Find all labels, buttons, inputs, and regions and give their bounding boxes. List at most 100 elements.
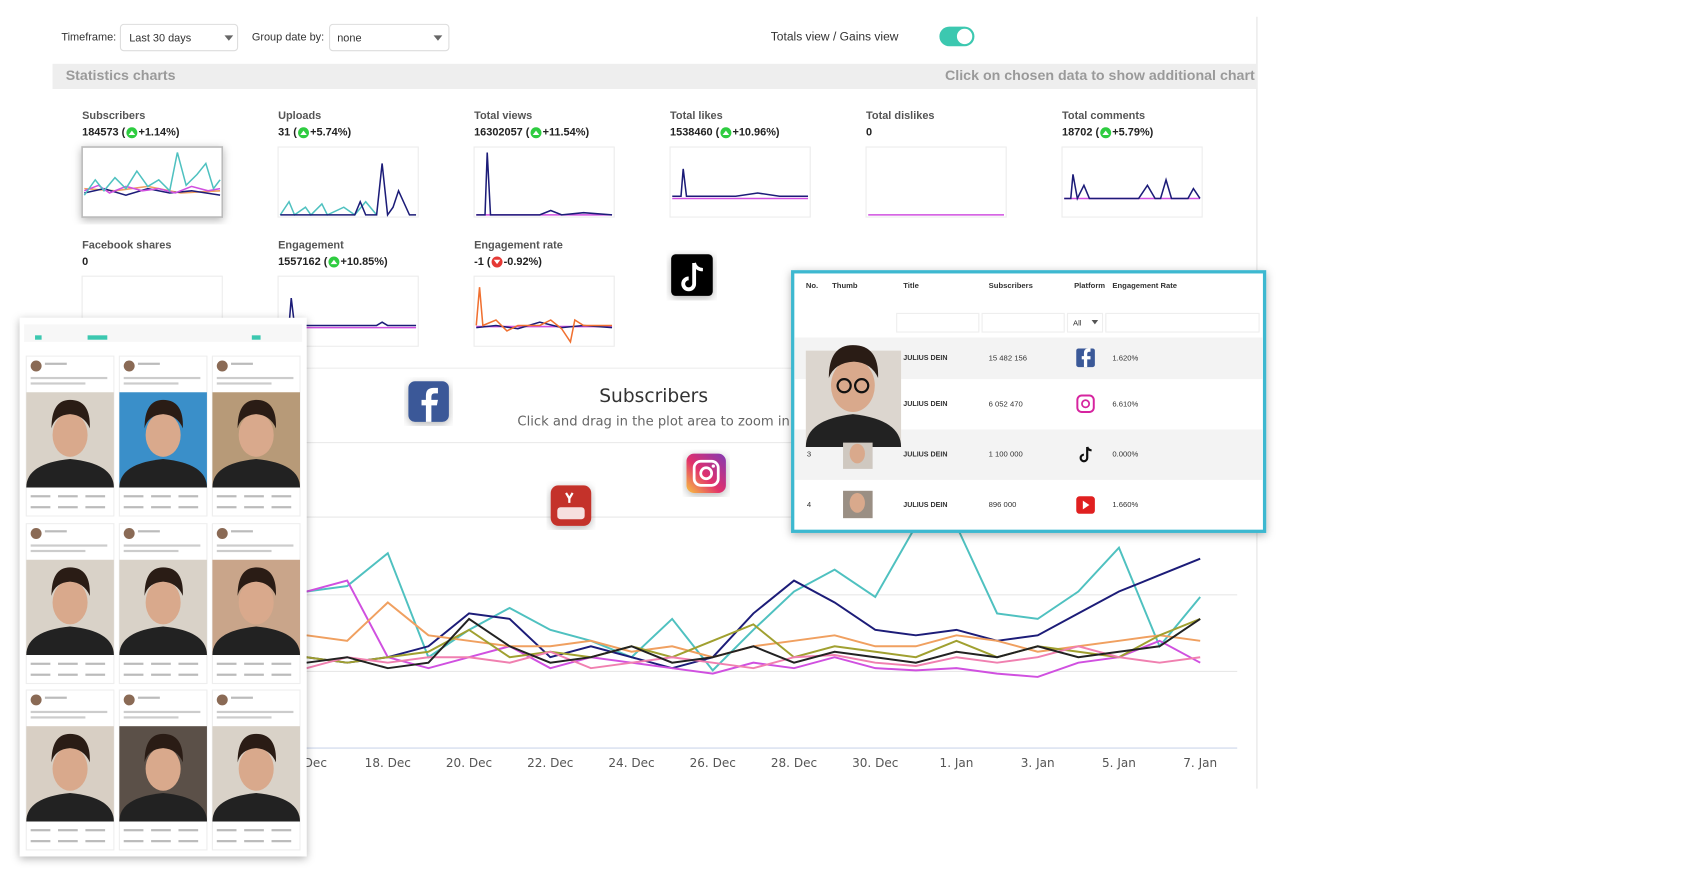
stat-line <box>85 840 106 843</box>
column-header: Title <box>903 281 919 290</box>
sparkline-box[interactable] <box>277 146 419 218</box>
sparkline-box[interactable] <box>669 146 811 218</box>
filter-arrow <box>1091 319 1099 325</box>
x-tick-label: 7. Jan <box>1183 756 1217 770</box>
toolbar-chip <box>251 335 261 340</box>
sparkline-box[interactable] <box>1061 146 1203 218</box>
text-line <box>44 530 67 533</box>
stat-line <box>58 840 78 843</box>
youtube-icon <box>550 485 592 526</box>
stats-grid: Subscribers 184573 (+1.14%) Uploads 31 (+5.… <box>81 110 1203 347</box>
view-toggle-label: Totals view / Gains view <box>771 30 899 44</box>
x-tick-label: 3. Jan <box>1021 756 1055 770</box>
body <box>26 459 114 488</box>
text-line <box>123 549 179 553</box>
text-line <box>231 696 253 699</box>
stat-line <box>178 673 199 676</box>
body <box>212 626 300 656</box>
stat-line <box>216 662 237 665</box>
stat-line <box>85 662 106 665</box>
sparkline-box[interactable] <box>473 146 615 218</box>
stat-line <box>30 495 51 498</box>
stat-value: 0 <box>866 127 872 139</box>
toolbar-chip <box>87 335 108 340</box>
stat-line <box>30 829 51 832</box>
stat-line <box>244 829 264 832</box>
row-number: 4 <box>807 500 812 509</box>
avatar <box>30 360 42 372</box>
row-subscribers: 6 052 470 <box>989 399 1023 408</box>
chart-title: Subscribers <box>599 386 708 407</box>
hair <box>237 733 276 763</box>
text-line <box>216 382 272 385</box>
row-rate: 0.000% <box>1112 450 1138 459</box>
stat-line <box>244 506 264 509</box>
platform-filter[interactable]: All <box>1073 318 1082 327</box>
hair <box>51 567 90 596</box>
stat-line <box>244 673 264 676</box>
timeframe-value[interactable]: Last 30 days <box>129 33 192 45</box>
hair <box>144 567 183 596</box>
avatar <box>30 528 42 539</box>
stat-line <box>151 662 171 665</box>
timeframe-label: Timeframe: <box>61 31 116 43</box>
stat-line <box>271 840 292 843</box>
stat-line <box>271 495 292 498</box>
row-title: JULIUS DEIN <box>903 501 947 509</box>
stat-line <box>151 495 171 498</box>
text-line <box>231 530 253 533</box>
stat-line <box>151 673 171 676</box>
section-title: Statistics charts <box>66 68 176 84</box>
row-rate: 1.660% <box>1112 500 1138 509</box>
stat-change: -0.92%) <box>504 256 543 268</box>
section-bar <box>52 63 1257 89</box>
face <box>238 580 274 625</box>
stat-value: -1 ( <box>474 256 491 268</box>
row-subscribers: 1 100 000 <box>989 450 1023 459</box>
timeframe-select[interactable]: Last 30 days <box>119 23 239 52</box>
grid <box>306 442 1238 672</box>
stat-change: +11.54%) <box>543 127 590 139</box>
trend-arrow <box>493 259 501 265</box>
trend-arrow <box>128 130 136 135</box>
face <box>52 413 88 457</box>
group-select[interactable]: none <box>329 23 450 52</box>
stat-line <box>216 673 237 676</box>
stat-line <box>271 662 292 665</box>
stat-label: Facebook shares <box>82 239 171 251</box>
stat-label: Total views <box>474 110 532 122</box>
view-toggle[interactable] <box>939 26 975 47</box>
sparkline-box[interactable] <box>865 146 1007 218</box>
text-line <box>231 362 253 365</box>
sparkline-box[interactable] <box>473 275 615 347</box>
stat-change: +1.14%) <box>138 127 179 139</box>
table-filters[interactable] <box>896 312 1260 333</box>
text-line <box>30 544 108 547</box>
body <box>119 792 207 822</box>
text-line <box>30 716 86 719</box>
stat-line <box>216 495 237 498</box>
stat-line <box>58 506 78 509</box>
group-value[interactable]: none <box>337 33 361 45</box>
stat-line <box>123 840 144 843</box>
text-line <box>30 710 108 714</box>
x-tick-label: 5. Jan <box>1102 756 1136 770</box>
row-number: 3 <box>807 450 811 459</box>
instagram-icon <box>686 453 726 493</box>
stat-line <box>216 840 237 843</box>
stat-line <box>151 506 171 509</box>
stat-line <box>271 829 292 832</box>
stat-label: Total dislikes <box>866 110 934 122</box>
row-rate: 6.610% <box>1112 399 1138 408</box>
text-line <box>216 544 294 547</box>
x-tick-label: 18. Dec <box>365 756 411 770</box>
hair <box>144 733 183 763</box>
series-line <box>306 617 1201 670</box>
face <box>145 746 181 791</box>
body <box>212 792 300 822</box>
sparkline-box[interactable] <box>81 146 224 218</box>
x-tick-label: 30. Dec <box>852 756 898 770</box>
stat-line <box>30 662 51 665</box>
x-tick-label: 26. Dec <box>690 756 736 770</box>
